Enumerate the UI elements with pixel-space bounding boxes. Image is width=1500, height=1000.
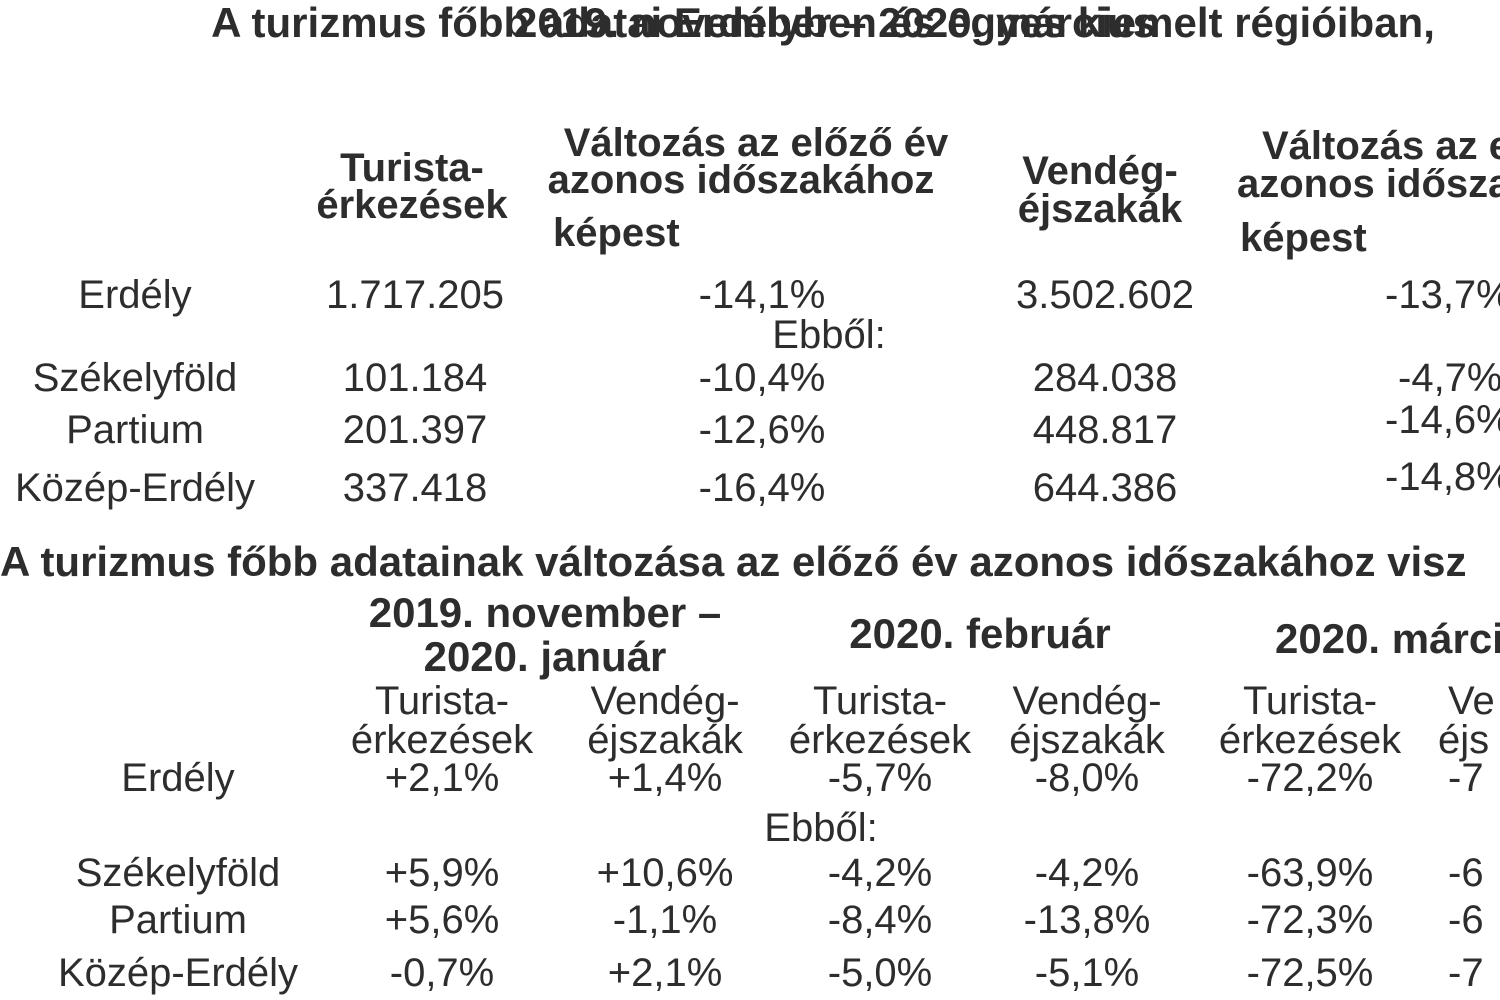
table1-header-change-arrivals-line2: azonos időszakához bbox=[547, 158, 935, 202]
table1-header-change-arrivals-line1: Változás az előző év bbox=[563, 121, 949, 165]
table1-row-szekelyfold-change-nights: -4,7% bbox=[1398, 356, 1500, 400]
table2-row-kozep-erdely-v3: -5,0% bbox=[827, 951, 933, 995]
table2-period3: 2020. márci bbox=[1275, 615, 1500, 662]
table2-row-partium-v5: -72,3% bbox=[1246, 898, 1374, 942]
table1-header-guest-nights-line1: Vendég- bbox=[1022, 149, 1178, 193]
table2-row-partium-region: Partium bbox=[109, 898, 247, 942]
table1-row-szekelyfold-region: Székelyföld bbox=[32, 356, 238, 400]
table1-row-szekelyfold-change-arrivals: -10,4% bbox=[698, 356, 826, 400]
table2-row-erdely-v3: -5,7% bbox=[827, 756, 933, 800]
table2-row-partium-v6: -6 bbox=[1448, 898, 1484, 942]
table1-row-erdely-region: Erdély bbox=[78, 273, 192, 317]
table1-row-partium-region: Partium bbox=[66, 408, 204, 452]
table1-row-kozep-erdely-change-arrivals: -16,4% bbox=[698, 466, 826, 510]
table2-sub-c4-line1: Vendég- bbox=[1012, 679, 1162, 723]
table2-row-kozep-erdely-v5: -72,5% bbox=[1246, 951, 1374, 995]
table1-row-kozep-erdely-arrivals: 337.418 bbox=[342, 466, 488, 510]
table1-row-kozep-erdely-region: Közép-Erdély bbox=[14, 466, 256, 510]
table2-row-kozep-erdely-v6: -7 bbox=[1448, 951, 1484, 995]
table2-period1-line2: 2020. január bbox=[423, 633, 667, 680]
table2-sub-c5-line1: Turista- bbox=[1242, 679, 1378, 723]
table2-sub-c5-line2: érkezések bbox=[1218, 718, 1402, 762]
table1-row-partium-arrivals: 201.397 bbox=[342, 408, 488, 452]
table1-row-kozep-erdely-change-nights: -14,8% bbox=[1385, 455, 1500, 499]
table2-row-partium-v4: -13,8% bbox=[1023, 898, 1151, 942]
table2-row-kozep-erdely-v4: -5,1% bbox=[1034, 951, 1140, 995]
table1-header-tourist-arrivals-line2: érkezések bbox=[316, 183, 508, 227]
table2-row-erdely-v4: -8,0% bbox=[1034, 756, 1140, 800]
table2-period2: 2020. február bbox=[849, 610, 1111, 657]
table1-row-szekelyfold-nights: 284.038 bbox=[1032, 356, 1178, 400]
table2-sub-c1-line2: érkezések bbox=[350, 718, 534, 762]
table2-row-erdely-v6: -7 bbox=[1448, 756, 1484, 800]
table2-row-szekelyfold-v3: -4,2% bbox=[827, 851, 933, 895]
table2-of-which-label: Ebből: bbox=[764, 806, 878, 850]
table1-header-tourist-arrivals-line1: Turista- bbox=[340, 146, 484, 190]
table2-row-erdely-v5: -72,2% bbox=[1246, 756, 1374, 800]
table1-header-change-nights-line3: képest bbox=[1240, 216, 1367, 260]
table2-sub-c3-line1: Turista- bbox=[812, 679, 948, 723]
table1-title: A turizmus főbb adatai Erdélyben és egye… bbox=[211, 0, 1435, 46]
table2-row-partium-v3: -8,4% bbox=[827, 898, 933, 942]
table2-row-szekelyfold-v1: +5,9% bbox=[384, 851, 500, 895]
table2-sub-c6-line2: éjs bbox=[1438, 718, 1490, 762]
table2-row-erdely-v2: +1,4% bbox=[607, 756, 723, 800]
table2-row-erdely-v1: +2,1% bbox=[384, 756, 500, 800]
table2-row-kozep-erdely-v1: -0,7% bbox=[389, 951, 495, 995]
table1-row-szekelyfold-arrivals: 101.184 bbox=[342, 356, 488, 400]
table1-row-erdely-arrivals: 1.717.205 bbox=[326, 273, 504, 317]
table2-row-szekelyfold-v4: -4,2% bbox=[1034, 851, 1140, 895]
table1-row-erdely-change-nights: -13,7% bbox=[1385, 273, 1500, 317]
table1-header-change-nights-line2: azonos idősza bbox=[1237, 162, 1500, 206]
table2-row-kozep-erdely-region: Közép-Erdély bbox=[57, 951, 299, 995]
table2-sub-c2-line2: éjszakák bbox=[587, 718, 743, 762]
table2-sub-c3-line2: érkezések bbox=[788, 718, 972, 762]
table2-row-erdely-region: Erdély bbox=[121, 756, 235, 800]
table1-of-which-label: Ebből: bbox=[772, 313, 886, 357]
table2-row-szekelyfold-v5: -63,9% bbox=[1246, 851, 1374, 895]
table2-sub-c6-line1: Ve bbox=[1448, 679, 1495, 723]
table1-row-partium-nights: 448.817 bbox=[1032, 408, 1178, 452]
table2-row-partium-v1: +5,6% bbox=[384, 898, 500, 942]
table1-row-partium-change-arrivals: -12,6% bbox=[698, 408, 826, 452]
table2-sub-c1-line1: Turista- bbox=[374, 679, 510, 723]
table1-header-change-nights-line1: Változás az e bbox=[1262, 124, 1500, 168]
table2-period1-line1: 2019. november – bbox=[368, 589, 722, 636]
table2-sub-c2-line1: Vendég- bbox=[590, 679, 740, 723]
table2-row-szekelyfold-v2: +10,6% bbox=[596, 851, 734, 895]
table2-sub-c4-line2: éjszakák bbox=[1009, 718, 1165, 762]
table1-subtitle: 2019. november – 2020. március bbox=[513, 0, 1157, 46]
table2-row-szekelyfold-v6: -6 bbox=[1448, 851, 1484, 895]
table1-row-kozep-erdely-nights: 644.386 bbox=[1032, 466, 1178, 510]
table2-row-kozep-erdely-v2: +2,1% bbox=[607, 951, 723, 995]
table1-row-erdely-nights: 3.502.602 bbox=[1016, 273, 1194, 317]
table1-row-erdely-change-arrivals: -14,1% bbox=[698, 273, 826, 317]
table2-title: A turizmus főbb adatainak változása az e… bbox=[0, 538, 1467, 585]
table1-header-change-arrivals-line3: képest bbox=[553, 211, 680, 255]
table1-row-partium-change-nights: -14,6% bbox=[1385, 398, 1500, 442]
table2-row-partium-v2: -1,1% bbox=[612, 898, 718, 942]
table1-header-guest-nights-line2: éjszakák bbox=[1017, 187, 1183, 231]
table2-row-szekelyfold-region: Székelyföld bbox=[75, 851, 281, 895]
